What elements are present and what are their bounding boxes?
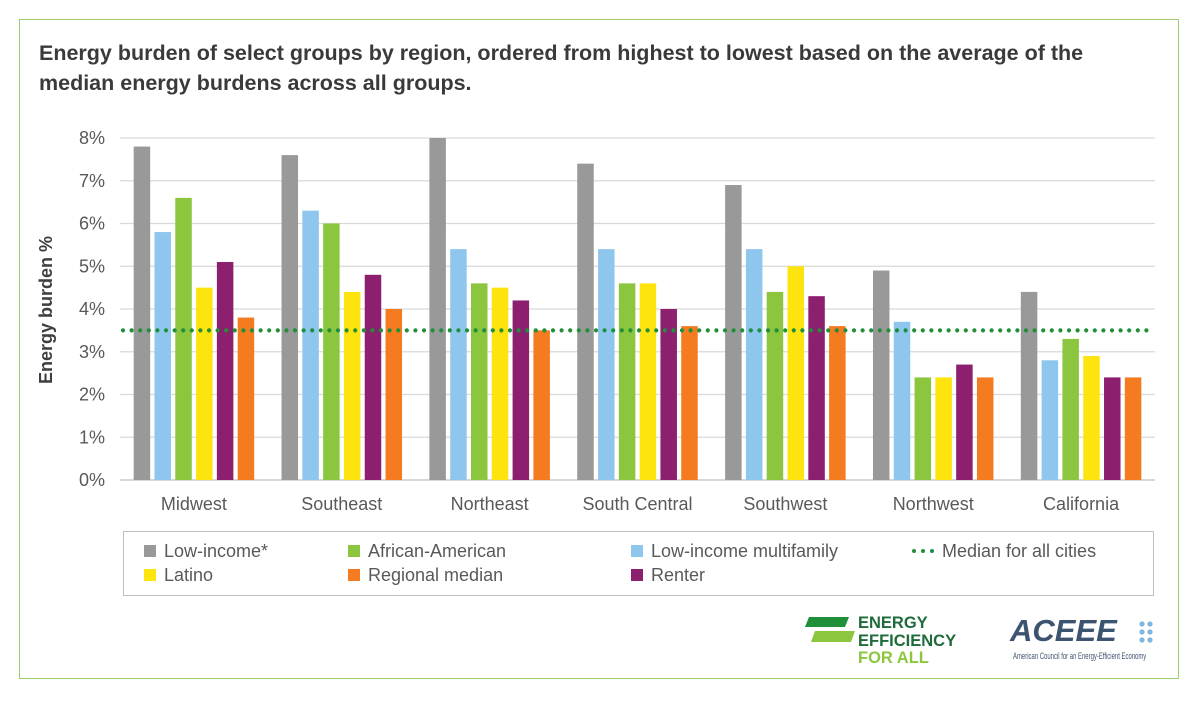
eefa-line-3: FOR ALL: [858, 649, 929, 667]
y-tick-label: 8%: [79, 128, 105, 148]
legend-label: Low-income multifamily: [651, 540, 839, 561]
legend-swatch: [144, 545, 156, 557]
bar-latino: [196, 287, 213, 480]
eefa-line-1: ENERGY: [858, 614, 928, 632]
aceee-dots-mark: [1139, 621, 1153, 643]
bar-low-income-multifamily: [893, 321, 911, 480]
bar-chart: 0% 1% 2% 3% 4% 5% 6% 7% 8% Midwest Southeast North…: [36, 128, 1155, 514]
bar-regional-median: [829, 326, 846, 480]
x-category-label: California: [1043, 494, 1120, 514]
x-category-label: Southeast: [301, 494, 382, 514]
bar-low-income: [133, 146, 151, 481]
bar-latino: [787, 266, 805, 480]
bar-african-american: [470, 283, 488, 480]
y-tick-label: 5%: [79, 256, 105, 276]
legend-item-latino: Latino: [144, 563, 213, 587]
bar-low-income: [1020, 291, 1038, 480]
y-tick-label: 3%: [79, 342, 105, 362]
legend-swatch: [348, 545, 360, 557]
bar-latino: [491, 287, 509, 480]
legend-swatch: [912, 545, 934, 557]
bar-low-income: [872, 270, 890, 480]
bar-low-income-multifamily: [450, 249, 467, 480]
legend-item-african-american: African-American: [348, 539, 506, 563]
y-axis-label: Energy burden %: [36, 236, 56, 384]
bar-regional-median: [976, 377, 994, 480]
bar-regional-median: [385, 309, 403, 480]
legend-label: African-American: [368, 540, 507, 561]
y-tick-label: 4%: [79, 299, 105, 319]
eefa-logo-text: ENERGY EFFICIENCY FOR ALL: [858, 614, 957, 668]
bar-renter: [216, 261, 234, 480]
bar-low-income: [281, 155, 299, 480]
y-axis-ticks: 0% 1% 2% 3% 4% 5% 6% 7% 8%: [79, 128, 105, 490]
bar-african-american: [323, 223, 340, 480]
legend-item-regional-median: Regional median: [348, 563, 503, 587]
y-tick-label: 7%: [79, 171, 105, 191]
bar-renter: [956, 364, 973, 480]
x-category-label: Midwest: [161, 494, 227, 514]
x-category-label: Southwest: [743, 494, 827, 514]
bar-renter: [808, 296, 825, 480]
y-tick-label: 1%: [79, 427, 105, 447]
aceee-wordmark: ACEEE: [1010, 613, 1117, 648]
y-tick-label: 0%: [79, 470, 105, 490]
aceee-logo: ACEEE American Council for an Energy-Eff…: [1010, 613, 1160, 662]
legend-label: Regional median: [368, 564, 504, 585]
energy-efficiency-for-all-logo: ENERGY EFFICIENCY FOR ALL: [805, 613, 980, 669]
legend-swatch: [348, 569, 360, 581]
legend-swatch: [144, 569, 156, 581]
legend-item-median-for-all-cities: Median for all cities: [912, 539, 1096, 563]
bar-african-american: [766, 291, 784, 480]
bar-renter: [660, 309, 677, 480]
legend-label: Low-income*: [164, 540, 269, 561]
bar-latino: [639, 283, 657, 480]
bar-low-income-multifamily: [1041, 360, 1059, 480]
bar-african-american: [1062, 338, 1079, 480]
eefa-logo-mark: [805, 617, 855, 642]
chart-title: Energy burden of select groups by region…: [39, 41, 1084, 95]
bar-low-income: [577, 163, 594, 480]
y-tick-label: 6%: [79, 214, 105, 234]
bar-regional-median: [533, 330, 550, 480]
bar-low-income-multifamily: [598, 249, 615, 480]
eefa-line-2: EFFICIENCY: [858, 631, 957, 650]
bars: [133, 138, 1142, 481]
bar-low-income-multifamily: [745, 249, 763, 480]
bar-low-income-multifamily: [154, 232, 171, 480]
x-axis-categories: Midwest Southeast Northeast South Central So…: [161, 494, 1120, 514]
legend-swatch: [631, 545, 643, 557]
bar-renter: [364, 274, 382, 480]
bar-african-american: [914, 377, 932, 480]
bar-regional-median: [681, 326, 698, 480]
bar-low-income: [725, 185, 742, 480]
bar-latino: [343, 291, 361, 480]
legend-label: Latino: [164, 564, 214, 585]
bar-low-income: [429, 138, 446, 480]
bar-latino: [1083, 356, 1100, 480]
bar-regional-median: [237, 317, 255, 480]
legend-label: Median for all cities: [942, 540, 1097, 561]
bar-regional-median: [1124, 377, 1142, 480]
bar-latino: [935, 377, 952, 480]
bar-african-american: [618, 283, 636, 480]
y-tick-label: 2%: [79, 385, 105, 405]
bar-renter: [1104, 377, 1121, 480]
x-category-label: Northwest: [893, 494, 974, 514]
figure-frame: [19, 19, 1179, 679]
legend-item-low-income-multifamily: Low-income multifamily: [631, 539, 838, 563]
legend-item-low-income: Low-income*: [144, 539, 268, 563]
gridlines: [120, 137, 1155, 481]
bar-low-income-multifamily: [302, 210, 319, 481]
legend: Low-income* African-American Low-income mu…: [123, 531, 1154, 596]
bar-african-american: [175, 197, 192, 480]
x-category-label: South Central: [582, 494, 692, 514]
x-category-label: Northeast: [451, 494, 529, 514]
aceee-subtitle: American Council for an Energy-Efficient…: [1013, 651, 1147, 661]
legend-label: Renter: [651, 564, 706, 585]
legend-item-renter: Renter: [631, 563, 705, 587]
legend-swatch: [631, 569, 643, 581]
bar-renter: [512, 300, 530, 480]
